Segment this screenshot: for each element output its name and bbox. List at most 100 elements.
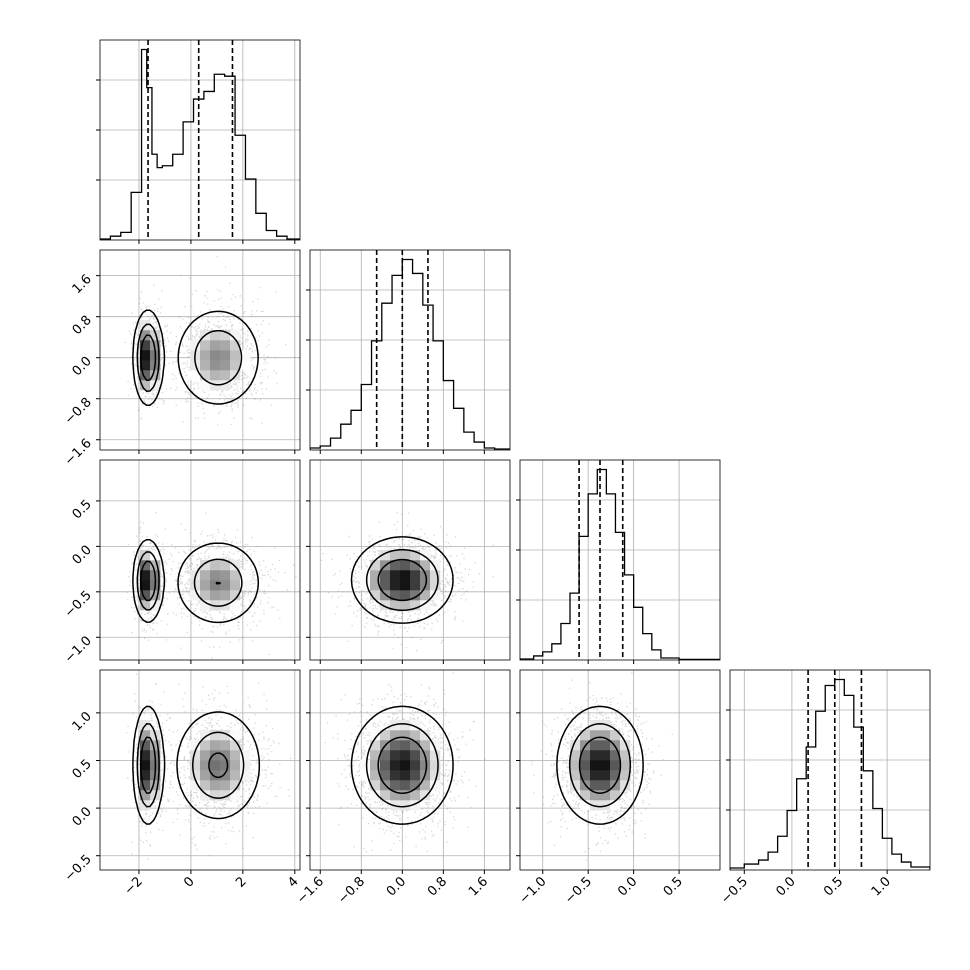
density-cell [210, 350, 221, 361]
density-cell [410, 550, 421, 561]
density-cell [240, 750, 251, 761]
density-cell [420, 730, 431, 741]
contour-level-0 [132, 309, 259, 407]
density-cell [140, 380, 151, 391]
density-cell [590, 790, 601, 801]
density-cell [220, 770, 231, 781]
density-cell [220, 370, 231, 381]
density-cell [190, 370, 201, 381]
density-cell [580, 730, 591, 741]
axes-frame-1-2 [309, 459, 511, 661]
density-cell [210, 340, 221, 351]
density-cell [400, 550, 411, 561]
density-cell [200, 340, 211, 351]
density-cell [410, 720, 421, 731]
x-tick-label: −1.0 [517, 874, 550, 907]
density-cell [600, 770, 611, 781]
joint-panel-2-3 [519, 669, 721, 871]
density-cell [210, 790, 221, 801]
density-cell [590, 760, 601, 771]
axes-frame-0-0 [99, 39, 301, 241]
density-cell [400, 740, 411, 751]
density-cell [610, 760, 621, 771]
density-cell [370, 560, 381, 571]
contour-level-2 [578, 736, 622, 794]
histogram-2 [520, 468, 720, 660]
density-cell [400, 730, 411, 741]
histogram-panel-2 [516, 459, 721, 661]
density-cell [140, 740, 151, 751]
density-cell [210, 560, 221, 571]
density-cell [370, 790, 381, 801]
contour-level-1 [568, 723, 632, 808]
density-cell [210, 600, 221, 611]
density-cell [360, 570, 371, 581]
axes-frame-1-3 [309, 669, 511, 871]
density-cell [380, 760, 391, 771]
density-cell [390, 770, 401, 781]
density-cell [230, 780, 241, 791]
density-cell [140, 790, 151, 801]
joint-panel-1-2 [309, 459, 511, 661]
density-cell [370, 740, 381, 751]
density-cell [570, 780, 581, 791]
density-cell [370, 750, 381, 761]
density-cell [220, 560, 231, 571]
joint-panel-0-3 [99, 669, 301, 871]
density-cell [150, 340, 161, 351]
density-cell [230, 600, 241, 611]
x-tick-label: 2 [233, 874, 249, 890]
density-cell [420, 560, 431, 571]
density-cell [400, 760, 411, 771]
density-cell [610, 730, 621, 741]
density-cell [600, 800, 611, 811]
contour-level-1 [136, 723, 245, 808]
density-cell [420, 600, 431, 611]
density-cell [390, 750, 401, 761]
contour-level-1 [136, 551, 243, 611]
density-cell [140, 330, 151, 341]
density-cell [600, 750, 611, 761]
contour-level-2 [140, 560, 221, 602]
x-tick-label: 1.6 [466, 874, 491, 899]
density-cell [210, 770, 221, 781]
density-cell [590, 800, 601, 811]
density-cell [380, 570, 391, 581]
y-tick-label: 1.0 [70, 709, 95, 734]
density-cell [210, 760, 221, 771]
x-tick-label: 0 [181, 874, 197, 890]
density-cell [410, 760, 421, 771]
density-cell [210, 730, 221, 741]
density-cell [390, 740, 401, 751]
density-cell [380, 770, 391, 781]
density-cell [140, 350, 151, 361]
density-cell [410, 780, 421, 791]
density-cell [410, 730, 421, 741]
density-cell [200, 590, 211, 601]
density-cell [410, 770, 421, 781]
axes-frame-0-1 [99, 249, 301, 451]
density-cell [140, 590, 151, 601]
y-tick-label: −0.5 [62, 588, 95, 621]
axes-frame-3-3 [729, 669, 931, 871]
density-cell [240, 570, 251, 581]
density-cell [410, 600, 421, 611]
density-cell [200, 380, 211, 391]
density-cell [410, 800, 421, 811]
density-cell [620, 750, 631, 761]
x-tick-label: 1.0 [869, 874, 894, 899]
density-cell [230, 730, 241, 741]
x-tick-label: 0.5 [821, 874, 846, 899]
density-cell [200, 370, 211, 381]
contour-level-0 [556, 705, 644, 825]
density-cell [150, 380, 161, 391]
density-cell [200, 750, 211, 761]
y-tick-label: 0.0 [70, 354, 95, 379]
density-cell [420, 760, 431, 771]
axes-frame-2-2 [519, 459, 721, 661]
density-cell [230, 590, 241, 601]
density-cell [230, 350, 241, 361]
density-cell [590, 750, 601, 761]
density-cell [380, 750, 391, 761]
